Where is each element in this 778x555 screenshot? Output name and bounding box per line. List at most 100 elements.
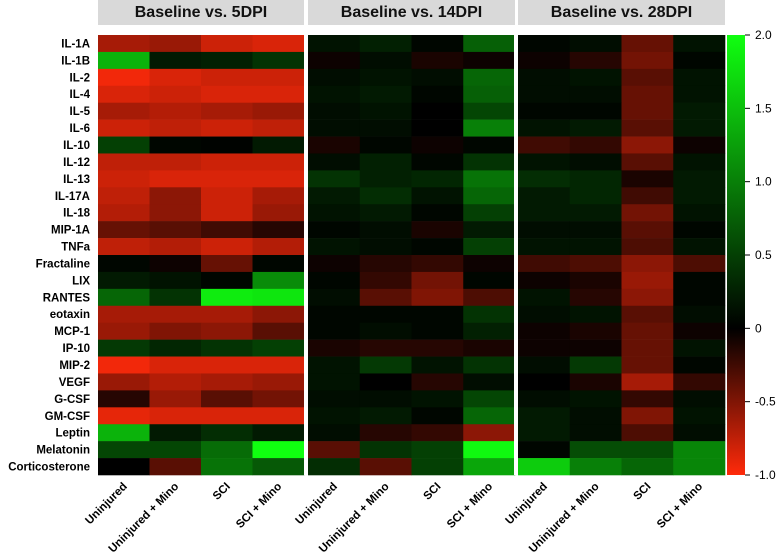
heatmap-cell [359,51,412,70]
heatmap-cell [569,255,622,273]
heatmap-cell [673,238,726,256]
heatmap-cell [98,407,150,425]
heatmap-cell [308,339,361,357]
heatmap-cell [201,119,253,137]
heatmap-cell [359,407,412,425]
heatmap-cell [463,322,516,340]
heatmap-cell [308,102,361,120]
heatmap-cell [252,271,305,290]
heatmap-cell [463,35,516,53]
heatmap-cell [411,204,464,222]
heatmap-cell [98,458,150,476]
heatmap-cell [518,390,571,408]
row-label: IL-18 [63,208,90,220]
heatmap-cell [98,424,150,442]
heatmap-cell [252,407,305,425]
heatmap-cell [463,255,516,273]
row-label: MIP-2 [59,360,90,372]
heatmap-cell [252,238,305,256]
row-label: IL-1B [61,55,90,67]
heatmap-cell [518,85,571,103]
heatmap-cell [98,187,150,205]
heatmap-cell [252,288,305,307]
heatmap-cell [569,390,622,408]
heatmap-cell [201,238,253,256]
heatmap-cell [308,85,361,103]
heatmap-cell [98,238,150,256]
colorbar-tick-label: 2.0 [755,28,772,42]
heatmap-cell [98,322,150,340]
heatmap-cell [621,339,674,357]
heatmap-cell [621,305,674,323]
heatmap-cell [411,373,464,391]
heatmap-cell [98,170,150,188]
heatmap-cell [98,102,150,120]
heatmap-cell [252,255,305,273]
heatmap-cell [673,305,726,323]
heatmap-cell [569,85,622,103]
heatmap-cell [411,51,464,70]
heatmap-cell [621,238,674,256]
heatmap-cell [569,35,622,53]
heatmap-cell [308,407,361,425]
heatmap-cell [308,322,361,340]
heatmap-cell [149,424,202,442]
heatmap-cell [359,356,412,374]
heatmap-cell [673,458,726,476]
heatmap-cell [201,424,253,442]
heatmap-cell [569,204,622,222]
heatmap-cell [518,458,571,476]
heatmap-cell [518,221,571,239]
heatmap-cell [411,153,464,171]
heatmap-cell [673,407,726,425]
heatmap-cell [359,390,412,408]
heatmap-cell [149,271,202,290]
heatmap-cell [201,288,253,307]
heatmap-cell [98,373,150,391]
heatmap-cell [518,35,571,53]
heatmap-cell [308,153,361,171]
heatmap-cell [569,339,622,357]
colorbar-tick-label: 1.5 [755,101,772,115]
heatmap-cell [569,458,622,476]
heatmap-cell [518,187,571,205]
heatmap-cell [252,322,305,340]
heatmap-cell [463,373,516,391]
heatmap-cell [149,187,202,205]
heatmap-cell [569,170,622,188]
heatmap-cell [359,85,412,103]
heatmap-cell [308,271,361,290]
heatmap-cell [463,119,516,137]
heatmap-cell [621,390,674,408]
heatmap-cell [411,424,464,442]
heatmap-cell [673,170,726,188]
heatmap-cell [252,51,305,70]
heatmap-cell [252,68,305,87]
heatmap-cell [621,35,674,53]
heatmap-cell [308,187,361,205]
heatmap-cell [569,441,622,459]
row-label: IL-17A [55,191,90,203]
heatmap-cell [201,407,253,425]
heatmap-cell [518,51,571,70]
heatmap-cell [569,322,622,340]
heatmap-cell [252,221,305,239]
heatmap-cell [359,305,412,323]
heatmap-cell [569,119,622,137]
heatmap-cell [98,305,150,323]
heatmap-cell [308,458,361,476]
heatmap-cell [201,187,253,205]
heatmap-cell [252,85,305,103]
heatmap-cell [621,255,674,273]
heatmap-cell [518,305,571,323]
heatmap-cell [463,153,516,171]
heatmap-cell [359,322,412,340]
heatmap-cell [569,153,622,171]
heatmap-cell [252,339,305,357]
heatmap-cell [518,255,571,273]
heatmap-cell [463,85,516,103]
row-label: TNFa [61,242,90,254]
row-label: Fractaline [36,258,90,270]
heatmap-cell [463,238,516,256]
heatmap-cell [569,187,622,205]
